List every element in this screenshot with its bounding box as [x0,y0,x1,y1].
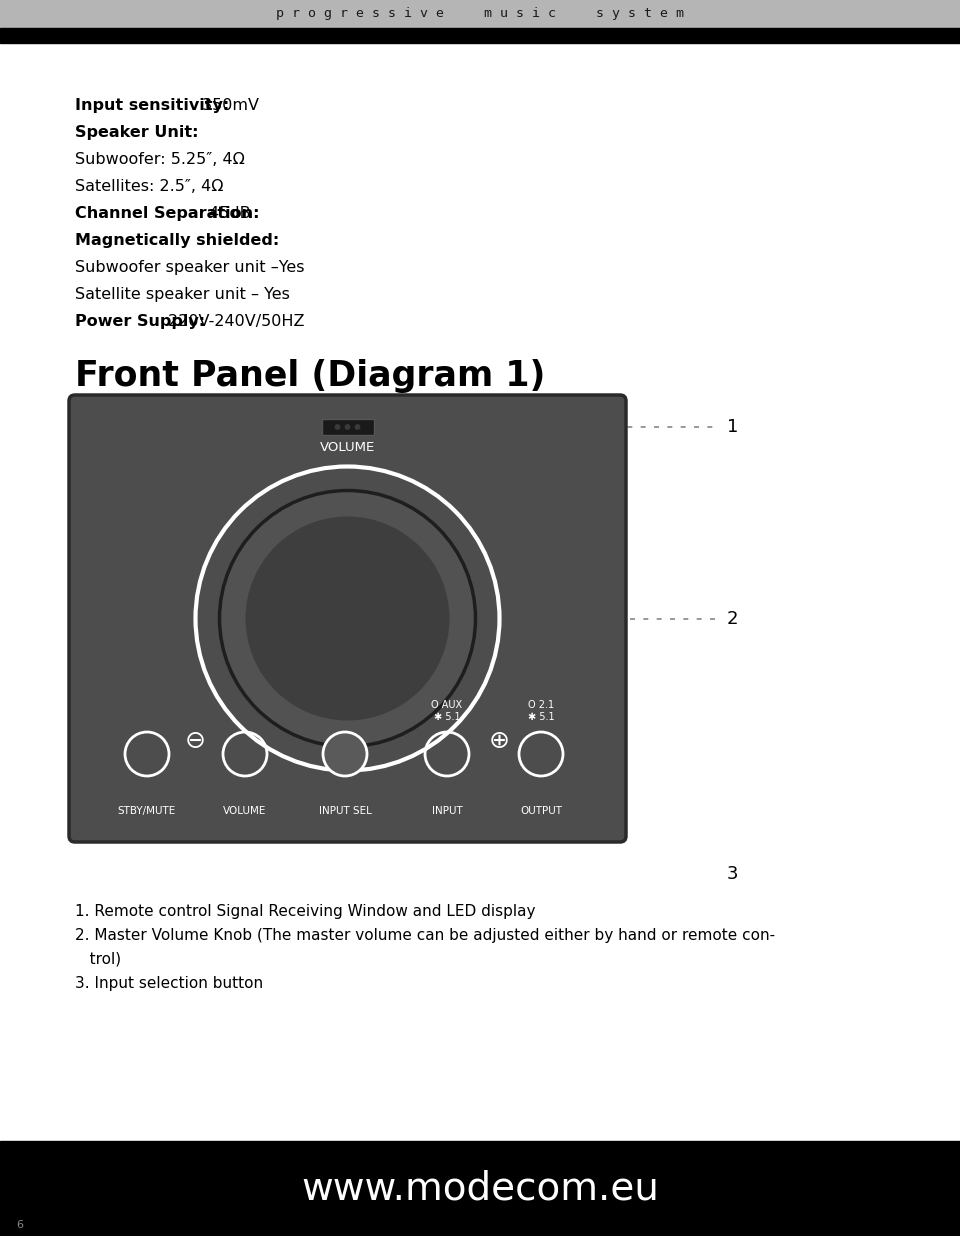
FancyBboxPatch shape [69,396,626,842]
Text: ✱ 5.1: ✱ 5.1 [528,712,554,722]
Circle shape [355,425,360,429]
Text: VOLUME: VOLUME [320,441,375,454]
Bar [0,1141,960,1236]
Text: Subwoofer speaker unit –Yes: Subwoofer speaker unit –Yes [75,260,304,274]
Text: ⊕: ⊕ [489,728,510,753]
Bar [0,0,960,28]
Text: 1. Remote control Signal Receiving Window and LED display: 1. Remote control Signal Receiving Windo… [75,904,536,920]
Text: Satellites: 2.5″, 4Ω: Satellites: 2.5″, 4Ω [75,179,224,194]
Text: 3. Input selection button: 3. Input selection button [75,976,263,991]
Text: 1: 1 [727,418,738,436]
Text: ⊖: ⊖ [185,728,206,753]
Circle shape [246,517,449,721]
Circle shape [220,491,475,747]
Text: 6: 6 [16,1220,23,1230]
Text: 3: 3 [727,865,738,883]
Text: 350mV: 350mV [198,98,259,112]
Bar [322,419,373,435]
Text: ✱ 5.1: ✱ 5.1 [434,712,460,722]
Text: trol): trol) [75,952,121,967]
Text: Channel Separation:: Channel Separation: [75,206,259,221]
Text: Input sensitivity:: Input sensitivity: [75,98,229,112]
Text: Subwoofer: 5.25″, 4Ω: Subwoofer: 5.25″, 4Ω [75,152,245,167]
Text: Front Panel (Diagram 1): Front Panel (Diagram 1) [75,358,545,393]
Text: p r o g r e s s i v e     m u s i c     s y s t e m: p r o g r e s s i v e m u s i c s y s t … [276,7,684,21]
Text: 220V-240V/50HZ: 220V-240V/50HZ [163,314,305,329]
Circle shape [323,732,367,776]
Text: 2: 2 [727,609,738,628]
Text: STBY/MUTE: STBY/MUTE [118,806,176,816]
Text: Power Supply:: Power Supply: [75,314,205,329]
Text: 45dB: 45dB [204,206,251,221]
Text: Satellite speaker unit – Yes: Satellite speaker unit – Yes [75,287,290,302]
Text: INPUT SEL: INPUT SEL [319,806,372,816]
Text: www.modecom.eu: www.modecom.eu [301,1169,659,1208]
Text: Speaker Unit:: Speaker Unit: [75,125,199,140]
Text: OUTPUT: OUTPUT [520,806,562,816]
Bar [0,28,960,43]
Text: Magnetically shielded:: Magnetically shielded: [75,234,279,248]
Text: 2. Master Volume Knob (The master volume can be adjusted either by hand or remot: 2. Master Volume Knob (The master volume… [75,928,775,943]
Text: O 2.1: O 2.1 [528,700,554,709]
Circle shape [346,425,349,429]
Text: VOLUME: VOLUME [224,806,267,816]
Text: INPUT: INPUT [432,806,463,816]
Text: O AUX: O AUX [431,700,463,709]
Circle shape [335,425,340,429]
